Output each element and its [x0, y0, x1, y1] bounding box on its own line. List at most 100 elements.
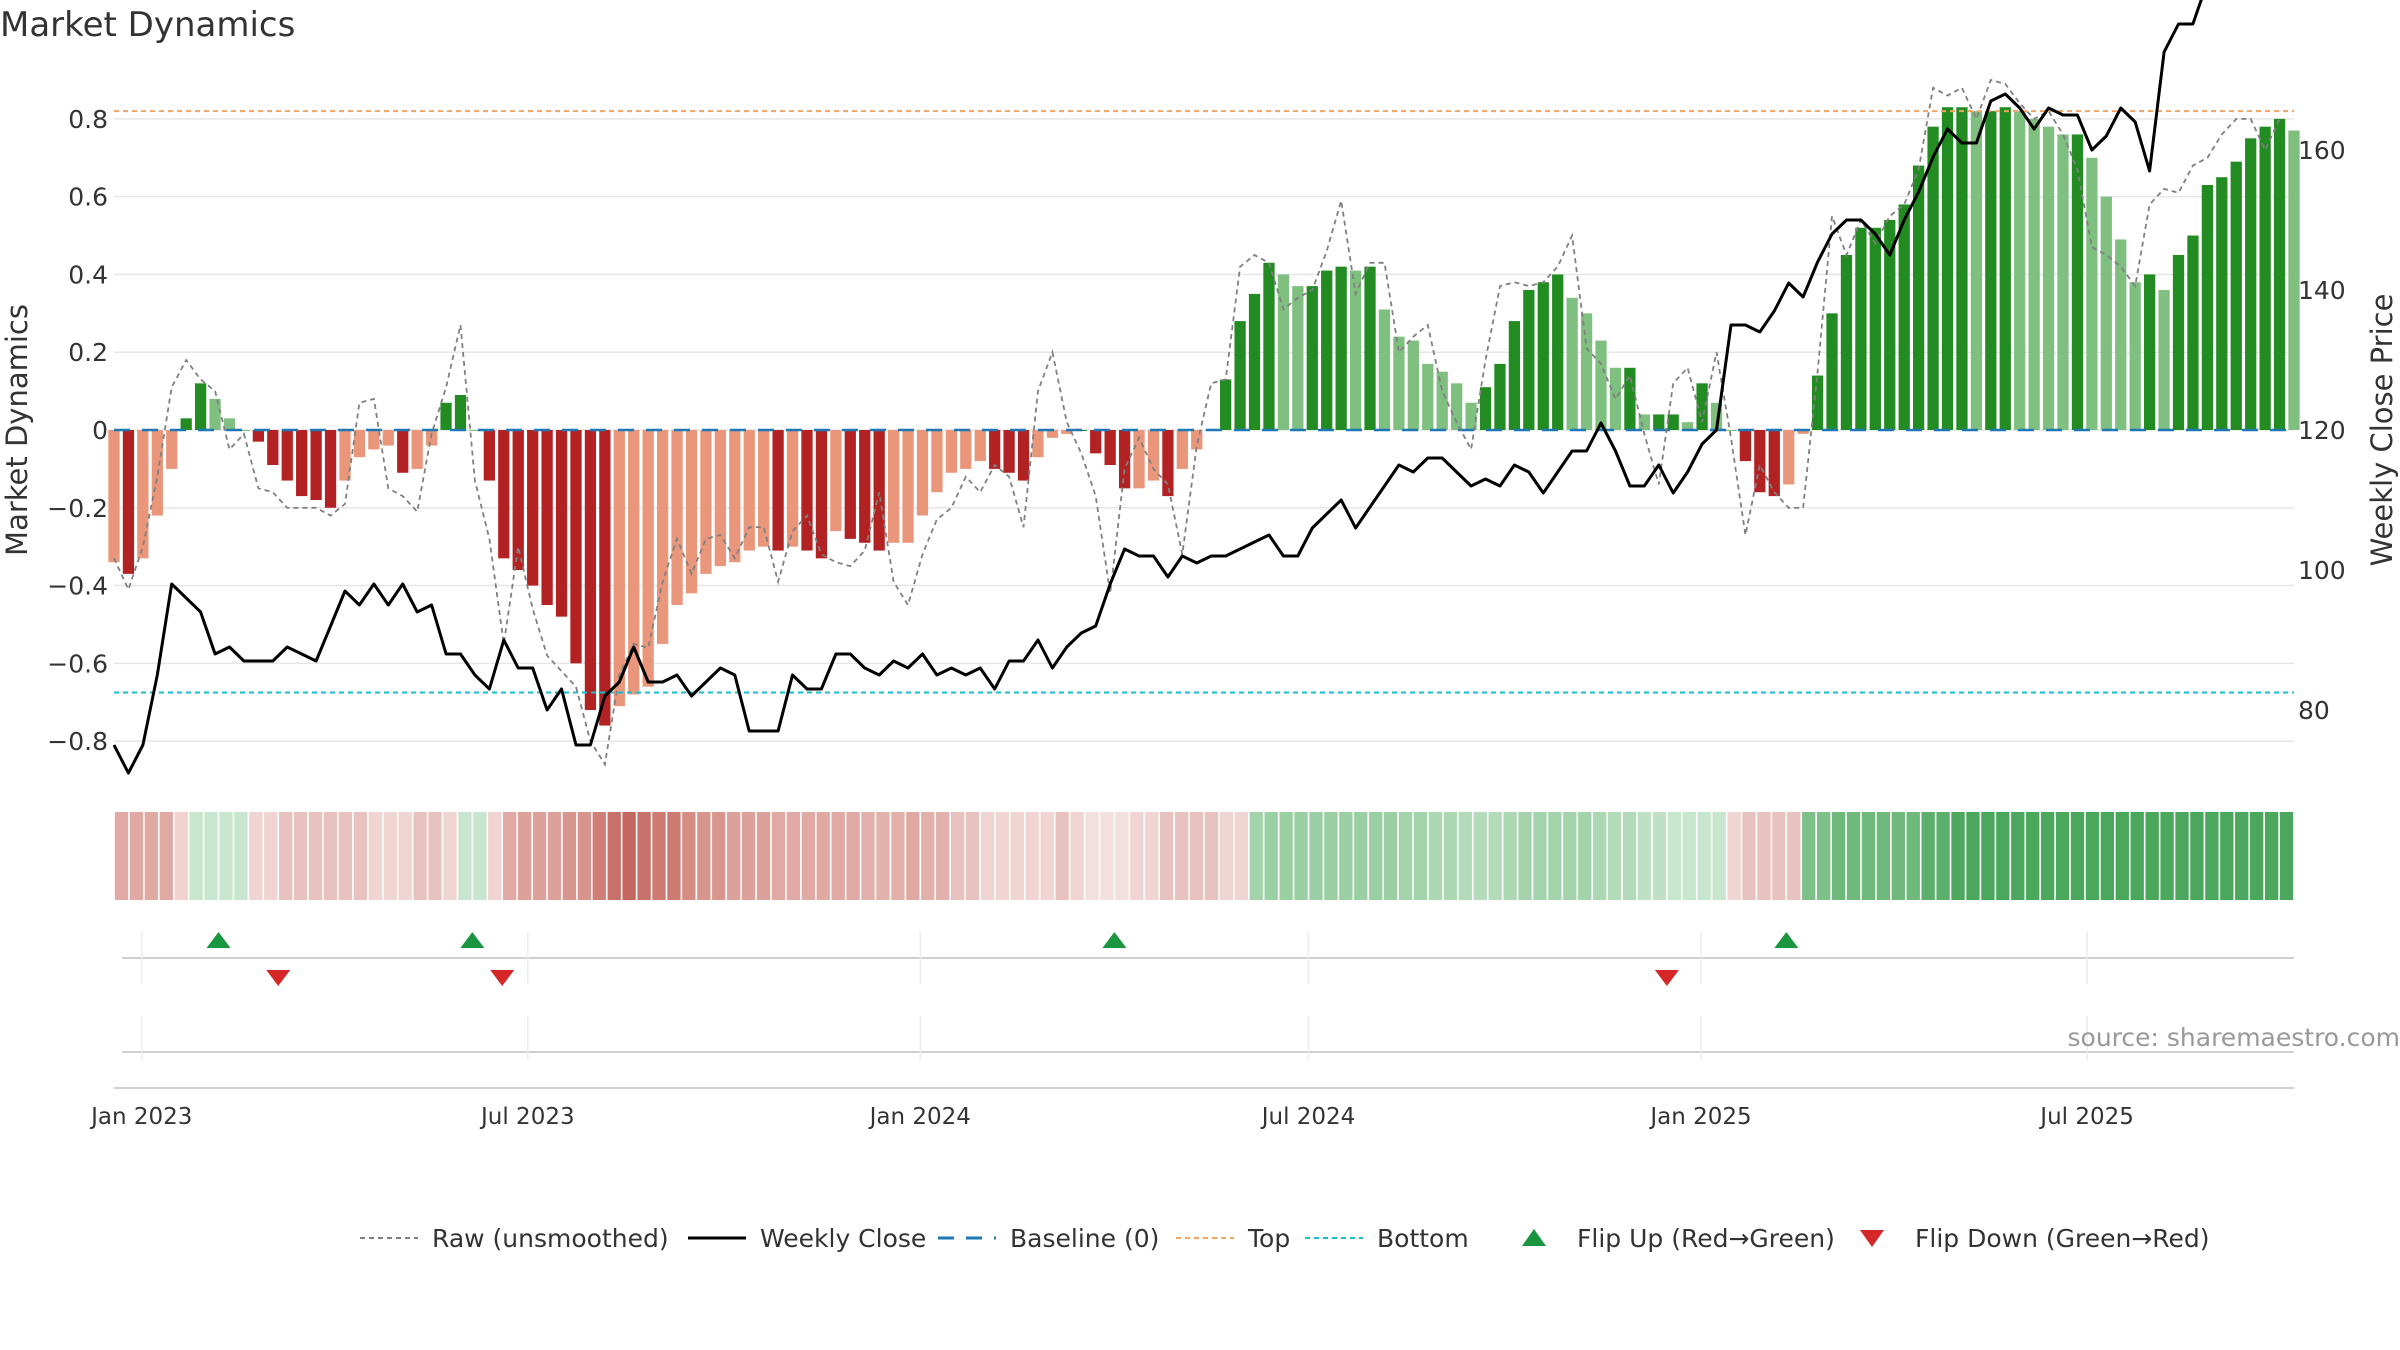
dynamics-bar-30	[541, 430, 553, 605]
dynamics-bar-37	[642, 430, 654, 687]
dynamics-bar-142	[2158, 290, 2170, 430]
source-label: source: sharemaestro.com	[2068, 1023, 2400, 1052]
dynamics-bar-141	[2143, 274, 2156, 430]
left-tick-label-5: −0.2	[47, 494, 108, 523]
regime-cell-91	[1473, 812, 1487, 900]
reference-lines	[114, 110, 2294, 694]
legend-label-top: Top	[1247, 1224, 1290, 1253]
dynamics-bar-18	[368, 430, 380, 450]
regime-cell-118	[1876, 812, 1891, 900]
regime-cell-122	[1936, 812, 1950, 900]
regime-cell-138	[2175, 812, 2189, 900]
regime-cell-59	[995, 812, 1010, 900]
regime-cell-115	[1831, 812, 1846, 900]
left-tick-label-7: −0.6	[47, 649, 108, 678]
regime-cell-40	[712, 812, 726, 900]
dynamics-bar-8	[223, 418, 236, 430]
regime-cell-107	[1712, 812, 1726, 900]
regime-cell-42	[741, 812, 756, 900]
regime-cell-48	[831, 812, 845, 900]
regime-cell-17	[368, 812, 382, 900]
dynamics-bar-52	[859, 430, 871, 543]
regime-cell-56	[950, 812, 965, 900]
regime-cell-108	[1727, 812, 1741, 900]
regime-cell-88	[1428, 812, 1443, 900]
left-axis-label: Market Dynamics	[0, 304, 34, 556]
regime-cell-82	[1339, 812, 1353, 900]
dynamics-bar-98	[1523, 290, 1535, 430]
regime-cell-124	[1966, 812, 1980, 900]
regime-cell-80	[1309, 812, 1323, 900]
dynamics-bar-15	[324, 430, 337, 508]
dynamics-bar-134	[2042, 126, 2055, 431]
dynamics-bar-82	[1292, 286, 1304, 430]
legend-item-flipdown: Flip Down (Green→Red)	[1860, 1224, 2210, 1253]
regime-strip	[114, 812, 2294, 900]
regime-cell-76	[1249, 812, 1263, 900]
dynamics-bar-78	[1234, 321, 1246, 430]
regime-cell-5	[189, 812, 203, 900]
weekly-close-line	[112, 0, 2203, 775]
right-axis-ticks: 160 140 120 100 80	[2298, 136, 2346, 725]
dynamics-bar-122	[1869, 227, 1881, 430]
dynamics-bar-133	[2028, 118, 2040, 430]
dynamics-bar-71	[1133, 430, 1145, 489]
dynamics-bar-27	[498, 430, 510, 559]
dynamics-bar-23	[440, 402, 452, 430]
dynamics-bar-132	[2014, 111, 2026, 430]
regime-cell-93	[1503, 812, 1517, 900]
dynamics-bar-146	[2216, 177, 2228, 430]
regime-cell-105	[1682, 812, 1696, 900]
dynamics-bar-123	[1884, 220, 1896, 430]
dynamics-bar-106	[1638, 414, 1650, 430]
dynamics-bar-136	[2071, 134, 2084, 430]
dynamics-bar-83	[1306, 286, 1318, 430]
regime-cell-104	[1667, 812, 1682, 900]
regime-cell-18	[383, 812, 397, 900]
dynamics-bar-121	[1855, 227, 1867, 430]
regime-cell-47	[816, 812, 830, 900]
regime-cell-37	[667, 812, 681, 900]
regime-cell-87	[1413, 812, 1428, 900]
flip-up-marker-0	[206, 932, 231, 948]
regime-cell-20	[413, 812, 427, 900]
regime-cell-61	[1025, 812, 1039, 900]
x-tick-label-2: Jan 2024	[868, 1104, 971, 1130]
dynamics-bar-25	[469, 430, 481, 431]
left-tick-label-8: −0.8	[47, 727, 108, 756]
regime-cell-121	[1921, 812, 1935, 900]
dynamics-bar-77	[1220, 379, 1232, 430]
regime-cell-33	[607, 812, 621, 900]
dynamics-bar-28	[512, 430, 524, 570]
flip-down-marker-1	[490, 970, 515, 986]
regime-cell-132	[2085, 812, 2100, 900]
dynamics-bar-74	[1176, 430, 1188, 469]
regime-cell-44	[771, 812, 786, 900]
left-tick-label-4: 0	[92, 416, 108, 445]
dynamics-bar-124	[1898, 204, 1910, 430]
regime-cell-133	[2100, 812, 2115, 900]
flip-down-marker-0	[266, 970, 291, 986]
dynamics-bar-19	[382, 430, 394, 446]
dynamics-bar-149	[2259, 126, 2271, 431]
dynamics-bar-109	[1682, 422, 1694, 430]
dynamics-bar-64	[1032, 430, 1044, 458]
regime-cell-111	[1772, 812, 1786, 900]
flip-up-marker-2	[1102, 932, 1127, 948]
left-tick-label-3: 0.2	[68, 338, 108, 367]
legend-swatch-flipdown	[1860, 1230, 1884, 1247]
dynamics-bar-120	[1840, 255, 1853, 430]
dynamics-bar-90	[1407, 340, 1419, 430]
regime-cell-92	[1488, 812, 1502, 900]
regime-cell-60	[1010, 812, 1025, 900]
dynamics-bar-54	[887, 430, 900, 543]
regime-cell-43	[756, 812, 771, 900]
regime-cell-96	[1548, 812, 1562, 900]
regime-cell-7	[219, 812, 233, 900]
regime-cell-75	[1234, 812, 1248, 900]
dynamics-bar-10	[252, 430, 265, 442]
dynamics-bar-115	[1768, 430, 1780, 497]
dynamics-bar-69	[1104, 430, 1116, 465]
regime-cell-63	[1055, 812, 1069, 900]
